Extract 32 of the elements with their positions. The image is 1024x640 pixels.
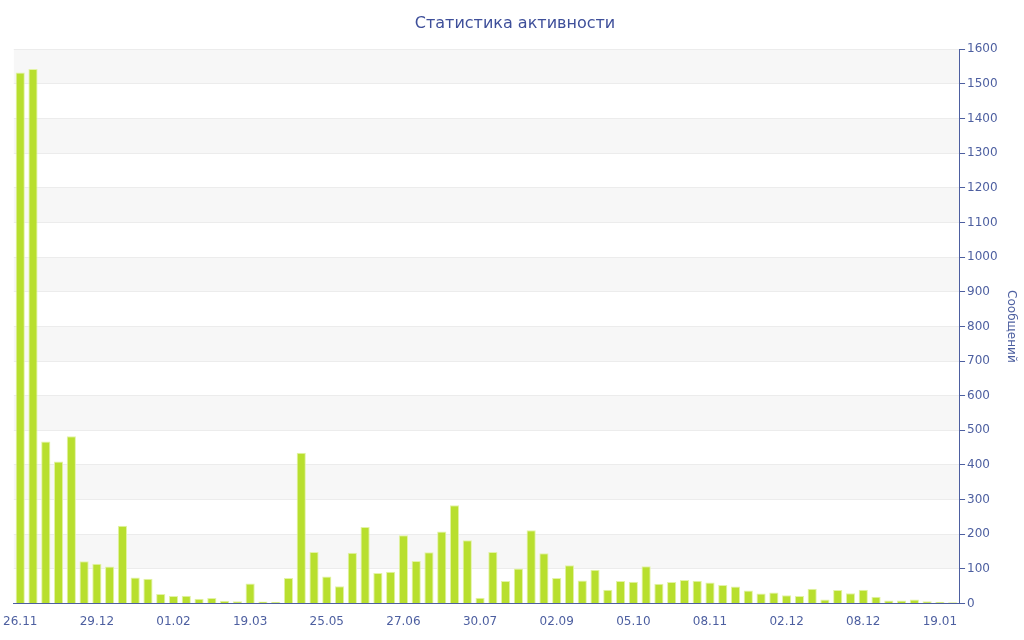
y-tick-label: 200 — [967, 526, 990, 541]
y-tick-label: 1000 — [967, 249, 998, 264]
x-tick-label: 26.11 — [3, 613, 38, 628]
y-tick-label: 400 — [967, 457, 990, 472]
x-tick-label: 27.06 — [386, 613, 421, 628]
chart-title: Статистика активности — [414, 12, 616, 32]
x-tick-label: 19.01 — [922, 613, 958, 628]
y-tick-label: 500 — [967, 422, 990, 437]
y-tick-label: 1500 — [967, 75, 998, 90]
x-tick-label: 08.11 — [692, 613, 728, 628]
y-axis-title: Сообщений — [1004, 290, 1019, 363]
y-tick-label: 100 — [967, 561, 990, 576]
y-tick-label: 1200 — [967, 179, 998, 194]
y-tick-label: 900 — [967, 283, 990, 298]
y-tick-label: 1100 — [967, 214, 998, 229]
y-tick-label: 600 — [967, 387, 990, 402]
y-tick-label: 1300 — [967, 145, 998, 160]
x-tick-label: 30.07 — [462, 613, 498, 628]
y-tick-label: 1400 — [967, 110, 998, 125]
x-tick-label: 01.02 — [156, 613, 191, 628]
x-tick-label: 05.10 — [616, 613, 651, 628]
x-tick-label: 29.12 — [79, 613, 115, 628]
y-tick-label: 300 — [967, 491, 990, 506]
y-tick-label: 700 — [967, 353, 990, 368]
x-tick-label: 02.09 — [539, 613, 574, 628]
y-tick-label: 800 — [967, 318, 990, 333]
y-tick-label: 1600 — [967, 41, 998, 56]
x-tick-label: 25.05 — [309, 613, 344, 628]
x-tick-label: 19.03 — [232, 613, 268, 628]
y-tick-label: 0 — [967, 595, 975, 610]
x-tick-label: 08.12 — [846, 613, 881, 628]
x-tick-label: 02.12 — [769, 613, 804, 628]
